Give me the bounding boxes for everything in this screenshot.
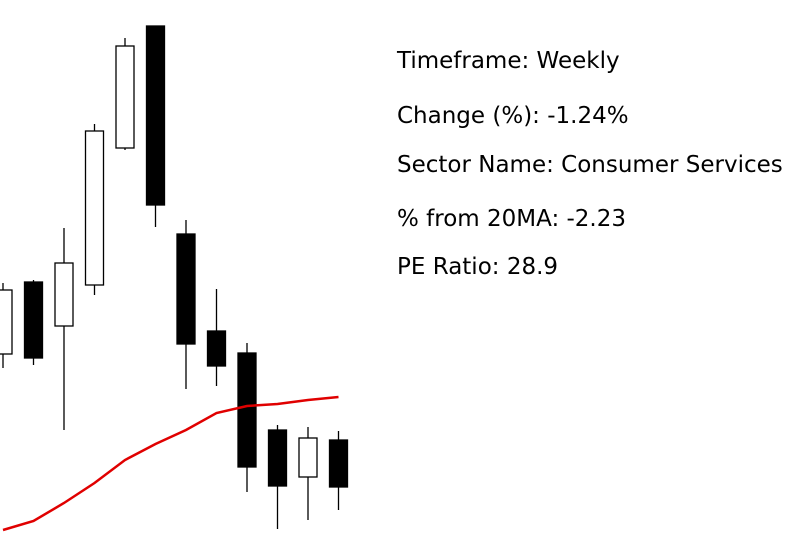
moving-average-line <box>2 395 339 532</box>
candle-body <box>328 439 349 488</box>
info-text: % from 20MA: -2.23 <box>397 206 626 232</box>
candle-body <box>145 25 166 206</box>
candle-body <box>298 437 318 478</box>
candle-body <box>84 130 105 286</box>
candle-body <box>115 45 135 149</box>
candle-body <box>0 289 13 355</box>
candle-body <box>237 352 257 468</box>
candle-body <box>176 233 196 345</box>
info-text: PE Ratio: 28.9 <box>397 254 558 280</box>
candle-body <box>23 281 44 359</box>
candle-body <box>267 429 288 487</box>
candle-body <box>206 330 227 367</box>
info-text: Change (%): -1.24% <box>397 103 629 129</box>
info-text: Timeframe: Weekly <box>396 48 620 74</box>
candle-body <box>54 262 74 327</box>
info-text: Sector Name: Consumer Services <box>397 152 783 178</box>
